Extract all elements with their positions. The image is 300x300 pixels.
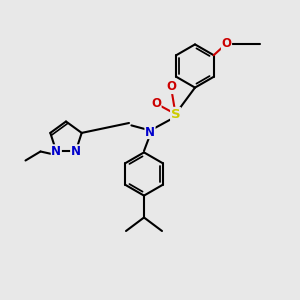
Text: O: O: [221, 37, 232, 50]
Text: S: S: [171, 107, 180, 121]
Text: N: N: [145, 125, 155, 139]
Text: O: O: [151, 97, 161, 110]
Text: O: O: [166, 80, 176, 94]
Text: N: N: [51, 145, 61, 158]
Text: N: N: [71, 145, 81, 158]
